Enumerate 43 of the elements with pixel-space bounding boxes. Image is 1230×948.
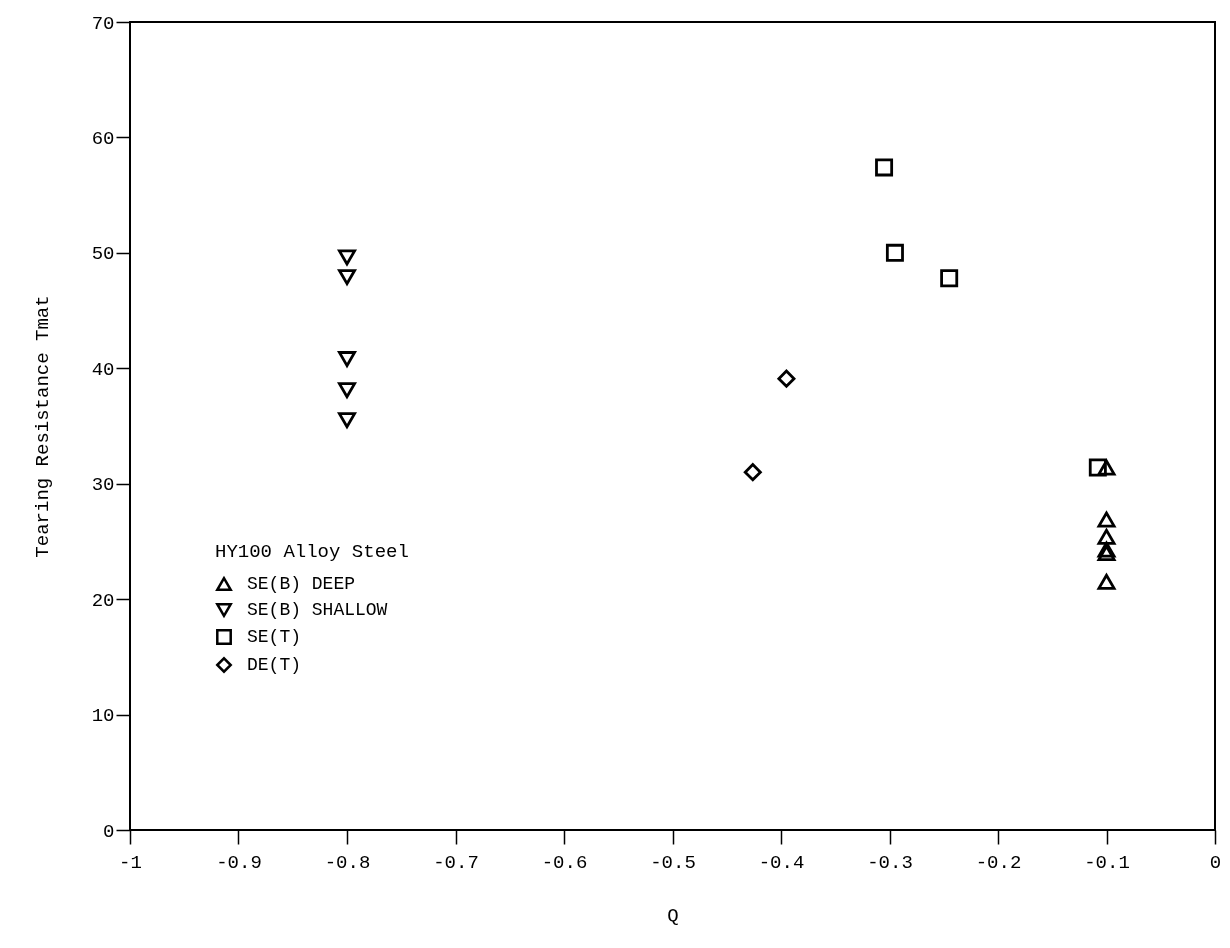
point bbox=[1097, 573, 1116, 590]
x-tick-label: 0 bbox=[1209, 851, 1222, 874]
point bbox=[940, 269, 959, 288]
y-tick-label: 20 bbox=[91, 589, 115, 612]
point bbox=[1088, 458, 1107, 477]
legend-label: SE(T) bbox=[247, 627, 302, 647]
x-axis-title: Q bbox=[667, 904, 679, 927]
x-tick-label: -0.6 bbox=[541, 851, 588, 874]
point bbox=[1097, 528, 1116, 545]
x-tick-label: -1 bbox=[119, 851, 142, 874]
y-tick-label: 50 bbox=[91, 243, 115, 266]
point bbox=[777, 369, 796, 388]
y-axis-title: Tearing Resistance Tmat bbox=[31, 295, 54, 558]
legend-label: SE(B) DEEP bbox=[247, 574, 356, 594]
point bbox=[1097, 459, 1116, 476]
x-tick-label: -0.2 bbox=[975, 851, 1022, 874]
y-tick-label: 10 bbox=[91, 705, 115, 728]
y-tick-label: 30 bbox=[91, 474, 115, 497]
point bbox=[338, 412, 356, 429]
point bbox=[338, 351, 356, 368]
y-tick-label: 60 bbox=[91, 127, 115, 150]
legend-label: DE(T) bbox=[247, 655, 302, 675]
x-tick-label: -0.5 bbox=[650, 851, 696, 874]
legend-label: SE(B) SHALLOW bbox=[247, 600, 388, 620]
legend-title: HY100 Alloy Steel bbox=[215, 541, 409, 563]
y-tick-label: 0 bbox=[103, 820, 115, 843]
point bbox=[875, 158, 894, 177]
x-tick-label: -0.3 bbox=[867, 851, 913, 874]
y-tick-label: 70 bbox=[91, 12, 115, 35]
x-tick-label: -0.4 bbox=[758, 851, 805, 874]
point bbox=[743, 463, 762, 482]
x-tick-label: -0.1 bbox=[1084, 851, 1130, 874]
point bbox=[1097, 545, 1116, 561]
point bbox=[338, 249, 356, 266]
x-tick-label: -0.7 bbox=[433, 851, 479, 874]
y-tick-label: 40 bbox=[91, 358, 115, 381]
point bbox=[1097, 511, 1116, 528]
point bbox=[885, 243, 904, 262]
x-tick-label: -0.9 bbox=[216, 851, 262, 874]
point bbox=[338, 269, 356, 286]
x-tick-label: -0.8 bbox=[324, 851, 371, 874]
point bbox=[338, 382, 356, 399]
point bbox=[1097, 541, 1116, 558]
